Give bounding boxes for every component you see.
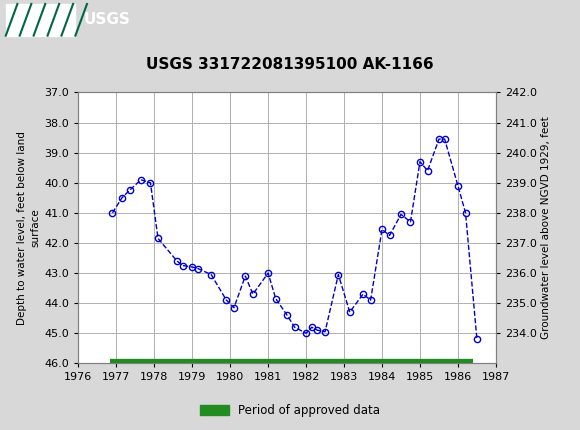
Legend: Period of approved data: Period of approved data: [195, 399, 385, 422]
Text: USGS: USGS: [84, 12, 131, 27]
Y-axis label: Depth to water level, feet below land
surface: Depth to water level, feet below land su…: [17, 131, 40, 325]
FancyBboxPatch shape: [6, 4, 75, 36]
Y-axis label: Groundwater level above NGVD 1929, feet: Groundwater level above NGVD 1929, feet: [541, 117, 551, 339]
Text: USGS 331722081395100 AK-1166: USGS 331722081395100 AK-1166: [146, 57, 434, 72]
